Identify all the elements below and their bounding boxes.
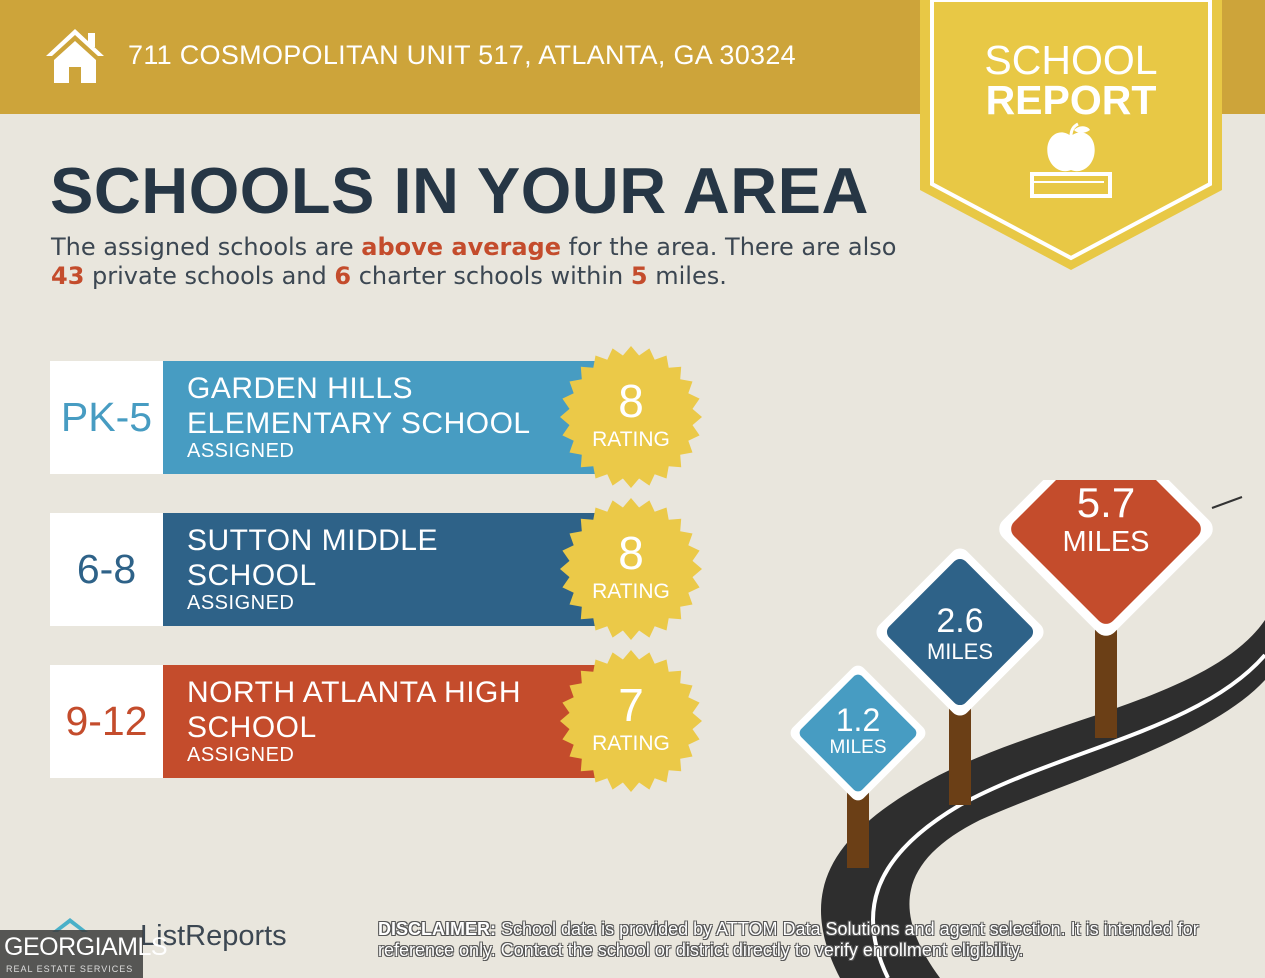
school-name-line: NORTH ATLANTA HIGH [187,676,522,709]
rating-value: 8 [618,527,644,579]
school-name-line: GARDEN HILLS [187,372,414,405]
school-name-line: SCHOOL [187,711,317,744]
school-row: 9-12 NORTH ATLANTA HIGH SCHOOL ASSIGNED [50,665,610,778]
house-icon [46,29,104,83]
distance-unit: MILES [1062,526,1150,558]
school-bar [163,513,610,626]
school-name-line: SUTTON MIDDLE [187,524,438,557]
intro-part: The assigned schools are [51,233,362,261]
rating-label: RATING [592,580,670,603]
road-illustration [790,480,1265,978]
mls-logo-subtext: REAL ESTATE SERVICES [6,964,134,974]
listreports-logo-icon [52,918,88,932]
search-radius: 5 [630,262,648,290]
distance-sign: 2.6 MILES [900,603,1020,665]
school-name-line: SCHOOL [187,559,317,592]
disclaimer-label: DISCLAIMER: [378,919,496,939]
distance-value: 2.6 [936,602,984,640]
intro-part: charter schools within [351,262,631,290]
rating-value: 7 [618,679,644,731]
school-row: PK-5 GARDEN HILLS ELEMENTARY SCHOOL ASSI… [50,361,610,474]
grade-range: PK-5 [50,361,163,474]
badge-line-school: SCHOOL [984,37,1158,83]
grade-range: 6-8 [50,513,163,626]
distance-value: 1.2 [835,702,881,738]
page-title: SCHOOLS IN YOUR AREA [50,154,869,227]
brand-name: ListReports [140,920,287,952]
badge-title: SCHOOL REPORT [918,37,1224,123]
school-status: ASSIGNED [187,440,295,462]
rating-seal [560,650,702,792]
intro-part: miles. [647,262,727,290]
rating-label: RATING [592,732,670,755]
private-school-count: 43 [51,262,85,290]
intro-part: for the area. There are also [561,233,897,261]
intro-highlight: above average [361,233,561,261]
disclaimer: DISCLAIMER: School data is provided by A… [378,919,1228,961]
distance-sign: 5.7 MILES [1036,480,1176,559]
school-name: GARDEN HILLS ELEMENTARY SCHOOL [187,371,607,441]
rating-seal [560,346,702,488]
distance-sign: 1.2 MILES [808,703,908,759]
disclaimer-text: School data is provided by ATTOM Data So… [378,919,1199,960]
school-name: NORTH ATLANTA HIGH SCHOOL [187,675,607,745]
property-address: 711 COSMOPOLITAN UNIT 517, ATLANTA, GA 3… [128,40,796,70]
rating-label: RATING [592,428,670,451]
charter-school-count: 6 [334,262,352,290]
intro-part: private schools and [84,262,335,290]
rating-value: 8 [618,375,644,427]
school-name: SUTTON MIDDLE SCHOOL [187,523,607,593]
grade-range: 9-12 [50,665,163,778]
school-status: ASSIGNED [187,592,295,614]
distance-unit: MILES [926,639,994,664]
badge-line-report: REPORT [985,77,1157,123]
school-status: ASSIGNED [187,744,295,766]
distance-value: 5.7 [1076,479,1136,526]
school-bar [163,361,610,474]
school-bar [163,665,610,778]
mls-watermark: GEORGIAMLS REAL ESTATE SERVICES [0,930,168,978]
rating-seal [560,498,702,640]
intro-text: The assigned schools are above average f… [51,233,911,291]
distance-unit: MILES [829,737,887,758]
school-name-line: ELEMENTARY SCHOOL [187,407,531,440]
school-row: 6-8 SUTTON MIDDLE SCHOOL ASSIGNED [50,513,610,626]
mls-logo-text: GEORGIAMLS [4,933,168,961]
apple-on-book-icon [1030,122,1112,198]
